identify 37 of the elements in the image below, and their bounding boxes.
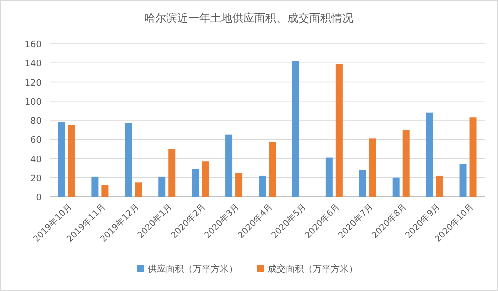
y-tick-label: 0: [36, 194, 42, 204]
chart-title: 哈尔滨近一年土地供应面积、成交面积情况: [144, 12, 354, 25]
bar: [392, 178, 400, 197]
bar: [369, 138, 376, 197]
bar: [359, 170, 366, 197]
bar: [326, 158, 333, 197]
y-tick-label: 20: [30, 174, 42, 184]
bar: [426, 112, 434, 197]
bar: [58, 122, 66, 197]
bar: [125, 123, 132, 197]
bar: [158, 176, 166, 197]
bar: [436, 176, 444, 197]
bar: [102, 186, 109, 197]
y-tick-label: 60: [30, 136, 42, 146]
legend-label: 供应面积（万平方米）: [148, 264, 238, 275]
bar: [336, 64, 343, 197]
legend-label: 成交面积（万平方米）: [268, 264, 358, 275]
y-tick-label: 160: [24, 40, 42, 50]
y-tick-label: 140: [24, 60, 42, 70]
y-tick-label: 40: [30, 155, 42, 166]
bar: [202, 162, 210, 197]
bar: [292, 61, 300, 197]
y-tick-label: 120: [24, 78, 42, 89]
bar: [259, 176, 266, 197]
bar: [135, 182, 142, 197]
bar: [460, 164, 467, 197]
y-tick-label: 100: [24, 98, 42, 108]
bar: [269, 142, 276, 197]
bar: [470, 118, 477, 197]
bar: [226, 134, 233, 197]
bar: [402, 130, 410, 197]
bar: [236, 173, 243, 197]
bar: [168, 149, 176, 197]
bar: [92, 176, 99, 197]
y-tick-label: 80: [30, 117, 42, 127]
bar: [192, 169, 200, 197]
bar: [68, 125, 76, 197]
